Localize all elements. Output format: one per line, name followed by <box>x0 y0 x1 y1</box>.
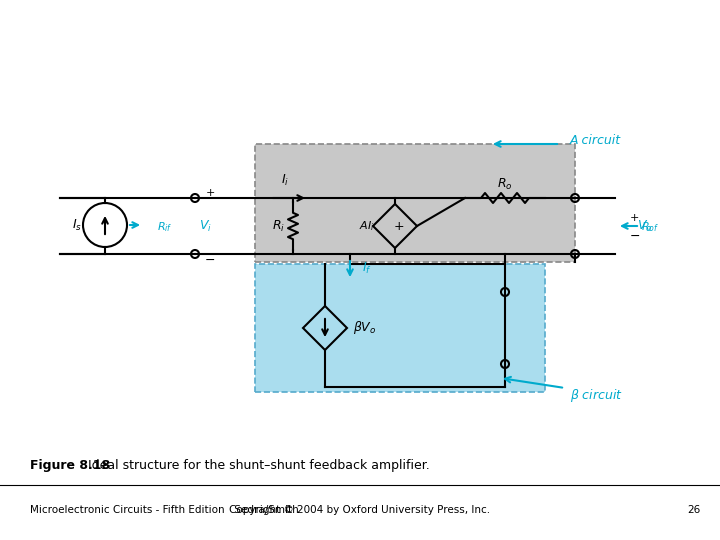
Text: Ideal structure for the shunt–shunt feedback amplifier.: Ideal structure for the shunt–shunt feed… <box>88 458 430 471</box>
Text: $R_{of}$: $R_{of}$ <box>641 220 659 234</box>
Text: $AI_i$: $AI_i$ <box>359 219 375 233</box>
Text: $R_o$: $R_o$ <box>498 177 513 192</box>
Text: $\beta V_o$: $\beta V_o$ <box>353 320 377 336</box>
Text: $\beta$ circuit: $\beta$ circuit <box>570 387 623 403</box>
FancyBboxPatch shape <box>255 264 545 392</box>
Text: −: − <box>630 230 641 242</box>
Text: +: + <box>205 188 215 198</box>
Text: $I_i$: $I_i$ <box>281 173 289 188</box>
Text: $V_o$: $V_o$ <box>637 219 652 233</box>
FancyBboxPatch shape <box>255 144 575 262</box>
Text: $R_{if}$: $R_{if}$ <box>157 220 173 234</box>
Text: $V_i$: $V_i$ <box>199 219 212 233</box>
Text: Microelectronic Circuits - Fifth Edition   Sedra/Smith: Microelectronic Circuits - Fifth Edition… <box>30 505 299 515</box>
Text: $I_f$: $I_f$ <box>362 260 372 275</box>
Text: $I_s$: $I_s$ <box>72 218 82 233</box>
Text: +: + <box>630 213 639 223</box>
Text: −: − <box>204 254 215 267</box>
Text: A circuit: A circuit <box>570 133 621 146</box>
Text: Copyright © 2004 by Oxford University Press, Inc.: Copyright © 2004 by Oxford University Pr… <box>230 505 490 515</box>
Text: Figure 8.18: Figure 8.18 <box>30 458 110 471</box>
Text: $R_i$: $R_i$ <box>272 219 286 233</box>
Text: 26: 26 <box>687 505 700 515</box>
Text: +: + <box>394 219 405 233</box>
